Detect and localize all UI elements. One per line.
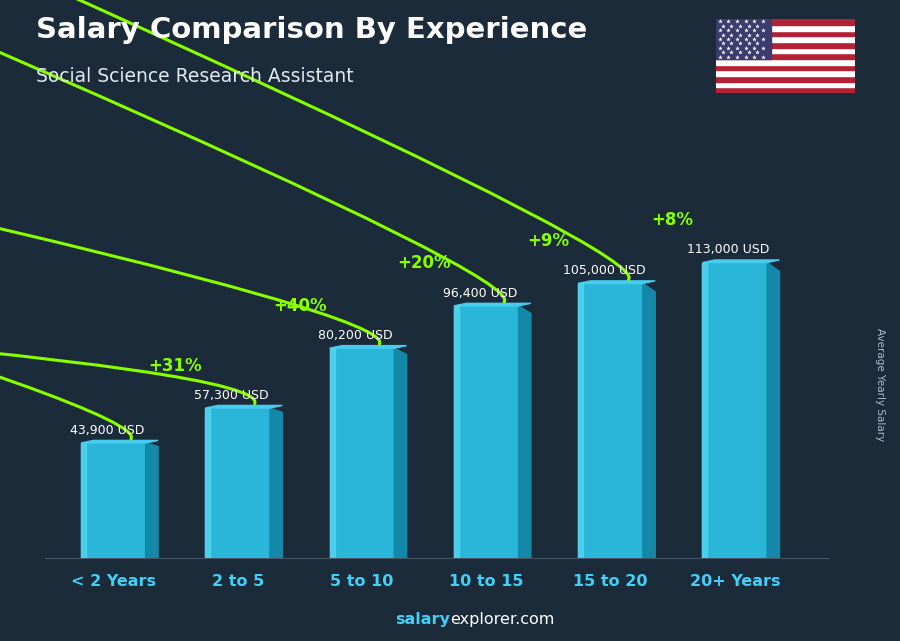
Polygon shape [703,260,779,263]
Polygon shape [146,443,158,558]
Bar [716,76,855,81]
Bar [716,87,855,93]
Polygon shape [270,408,283,558]
Polygon shape [329,348,335,558]
Polygon shape [205,408,211,558]
Polygon shape [578,283,583,558]
Polygon shape [578,281,655,283]
Bar [716,53,855,59]
Text: +40%: +40% [273,297,327,315]
Text: 80,200 USD: 80,200 USD [319,329,393,342]
Text: 105,000 USD: 105,000 USD [563,264,645,277]
Text: 113,000 USD: 113,000 USD [688,243,770,256]
Text: +8%: +8% [652,211,694,229]
Bar [716,65,855,71]
Text: salary: salary [395,612,450,627]
Polygon shape [81,440,158,443]
Bar [716,19,771,59]
Text: 96,400 USD: 96,400 USD [443,287,518,299]
Text: Social Science Research Assistant: Social Science Research Assistant [36,67,354,87]
Polygon shape [454,303,531,306]
Text: +31%: +31% [148,356,202,374]
Polygon shape [518,306,531,558]
Bar [716,42,855,47]
Bar [716,71,855,76]
Polygon shape [205,405,283,408]
Polygon shape [643,283,655,558]
Polygon shape [703,263,767,558]
Text: explorer.com: explorer.com [450,612,554,627]
Text: +20%: +20% [397,254,451,272]
Polygon shape [767,263,779,558]
Bar [716,25,855,31]
Polygon shape [703,263,707,558]
Polygon shape [81,443,86,558]
Polygon shape [394,348,407,558]
Text: Salary Comparison By Experience: Salary Comparison By Experience [36,16,587,44]
Bar [716,47,855,53]
Text: 43,900 USD: 43,900 USD [70,424,144,437]
Text: 57,300 USD: 57,300 USD [194,388,269,402]
Polygon shape [205,408,270,558]
Bar [716,31,855,37]
Polygon shape [578,283,643,558]
Text: +9%: +9% [527,232,570,250]
Polygon shape [81,443,146,558]
Bar [716,81,855,87]
Polygon shape [454,306,518,558]
Polygon shape [329,345,407,348]
Polygon shape [329,348,394,558]
Bar [716,19,855,25]
Polygon shape [454,306,459,558]
Bar [716,59,855,65]
Bar [716,37,855,42]
Text: Average Yearly Salary: Average Yearly Salary [875,328,886,441]
